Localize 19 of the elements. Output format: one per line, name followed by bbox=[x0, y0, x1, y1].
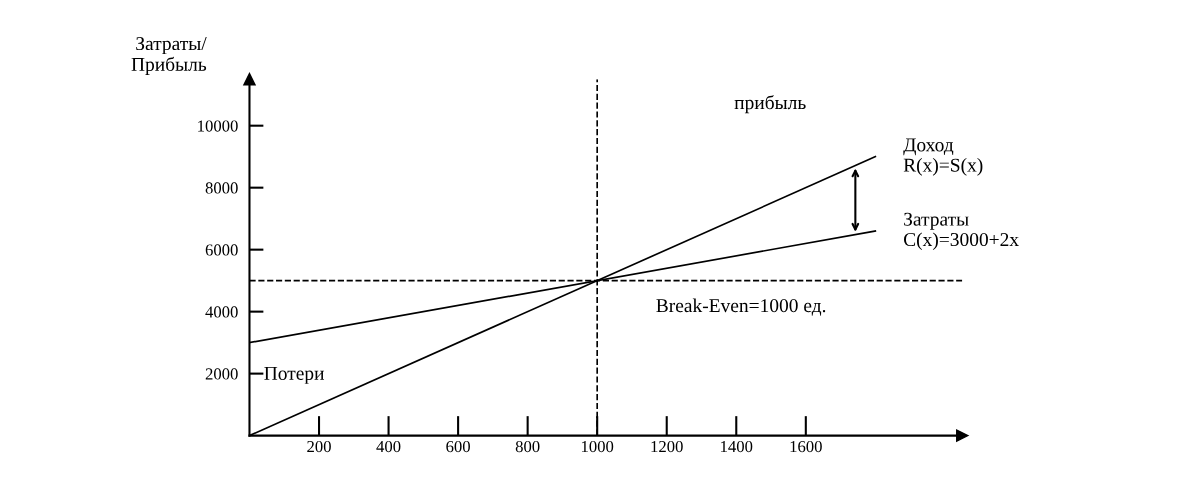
x-tick-label: 1400 bbox=[721, 440, 753, 453]
annotation: Потери bbox=[264, 366, 325, 384]
x-tick-label: 600 bbox=[446, 440, 470, 453]
x-tick-label: 400 bbox=[376, 440, 401, 453]
y-tick-label: 2000 bbox=[205, 368, 238, 380]
x-tick-label: 1600 bbox=[790, 440, 822, 453]
series-label: Доход R(x)=S(x) bbox=[903, 138, 983, 176]
y-tick-label: 6000 bbox=[205, 244, 238, 256]
x-tick-label: 800 bbox=[515, 440, 540, 453]
x-tick-label: 200 bbox=[307, 440, 331, 453]
annotation: Break-Even=1000 ед. bbox=[656, 298, 826, 316]
legend-label: Затраты C(x)=3000+2x bbox=[903, 212, 1019, 251]
annotation: прибыль bbox=[734, 95, 806, 114]
x-tick-label: 1200 bbox=[651, 440, 683, 453]
y-tick-label: 4000 bbox=[205, 306, 238, 318]
x-tick-label: 1000 bbox=[581, 440, 614, 453]
y-tick-label: 10000 bbox=[198, 120, 238, 132]
y-tick-label: 8000 bbox=[205, 182, 238, 194]
y-axis-title: Затраты/ Прибыль bbox=[131, 37, 207, 75]
